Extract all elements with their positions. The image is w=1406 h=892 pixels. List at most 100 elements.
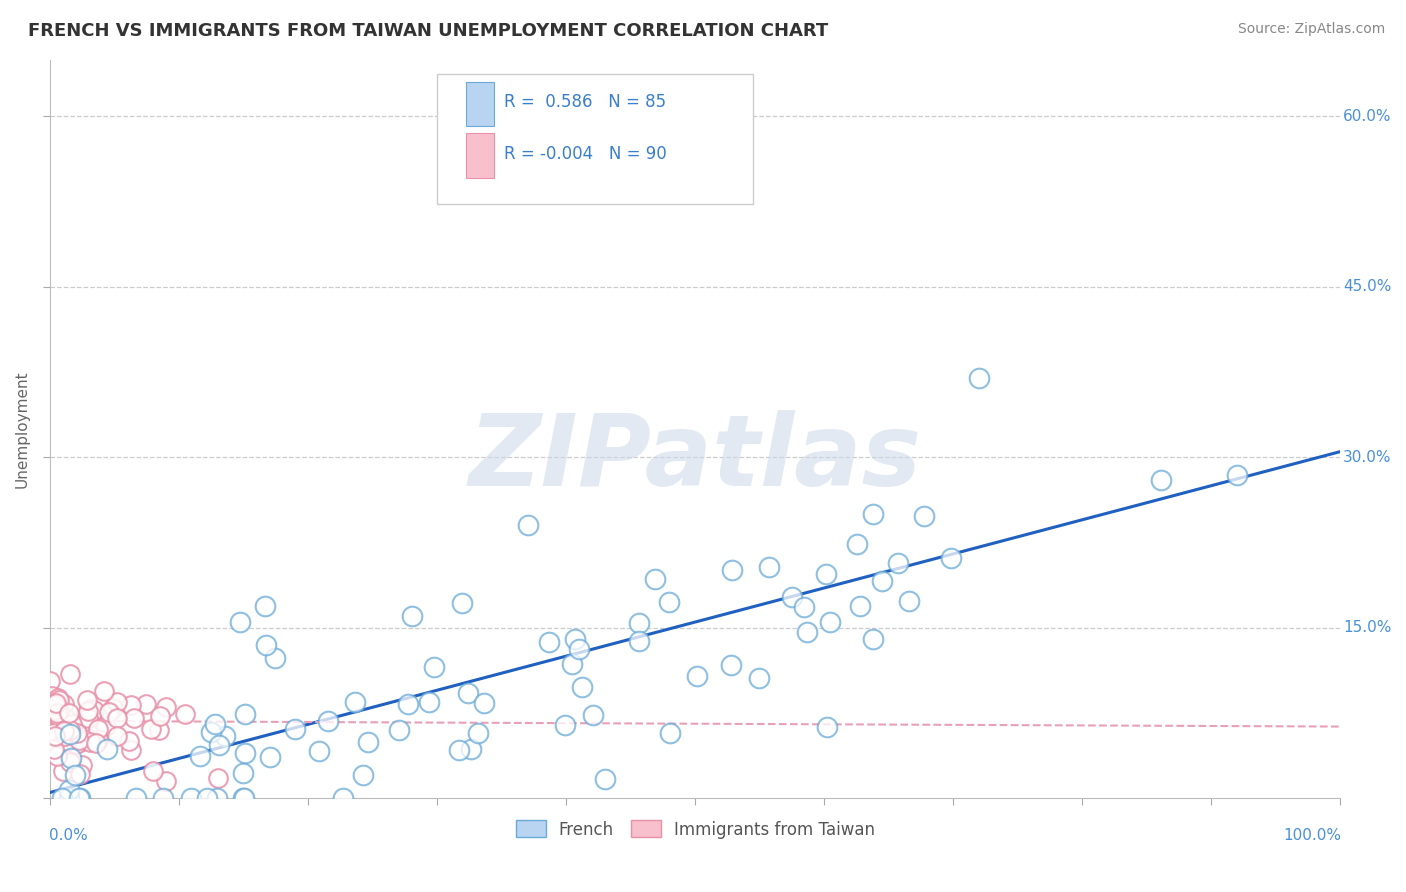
Point bbox=[41, 722, 63, 736]
Point bbox=[142, 764, 165, 779]
Point bbox=[48, 695, 70, 709]
Point bbox=[263, 650, 285, 665]
Point bbox=[174, 707, 197, 722]
Point bbox=[200, 725, 222, 739]
Point bbox=[105, 695, 128, 709]
Point bbox=[967, 370, 990, 384]
Point bbox=[208, 738, 231, 752]
Point bbox=[48, 693, 70, 707]
Point bbox=[401, 608, 423, 623]
Point bbox=[41, 726, 63, 740]
Point bbox=[62, 717, 84, 731]
Point bbox=[87, 722, 110, 736]
Point bbox=[55, 712, 77, 726]
Point bbox=[332, 791, 354, 805]
Point bbox=[44, 698, 66, 712]
Point bbox=[529, 144, 551, 158]
Point bbox=[53, 698, 76, 712]
Point bbox=[39, 706, 62, 720]
Point bbox=[870, 574, 893, 588]
Point bbox=[418, 694, 440, 708]
FancyBboxPatch shape bbox=[437, 74, 754, 203]
Point bbox=[796, 624, 818, 639]
Point bbox=[69, 791, 91, 805]
Point bbox=[815, 566, 838, 581]
Point bbox=[139, 722, 162, 736]
Point bbox=[44, 695, 66, 709]
Point bbox=[48, 731, 70, 745]
Point bbox=[96, 742, 118, 756]
Point bbox=[357, 735, 380, 749]
Point bbox=[658, 595, 681, 609]
Point bbox=[233, 746, 256, 760]
Point bbox=[65, 725, 87, 739]
Point bbox=[39, 731, 62, 746]
Point bbox=[101, 701, 124, 715]
Point bbox=[53, 721, 76, 735]
Point bbox=[232, 791, 254, 805]
Point bbox=[53, 729, 76, 743]
Point bbox=[79, 731, 101, 746]
Point bbox=[125, 791, 148, 805]
Point bbox=[396, 697, 419, 711]
Point bbox=[862, 507, 884, 521]
Point bbox=[41, 689, 63, 703]
Point bbox=[1226, 468, 1249, 483]
Point bbox=[52, 740, 75, 755]
Point bbox=[721, 563, 744, 577]
Point bbox=[912, 508, 935, 523]
Point bbox=[51, 791, 73, 805]
Point bbox=[135, 697, 157, 711]
Point bbox=[76, 693, 98, 707]
Point bbox=[59, 727, 82, 741]
Point bbox=[67, 733, 90, 747]
Point bbox=[59, 756, 82, 770]
Point bbox=[149, 709, 172, 723]
Point bbox=[46, 748, 69, 763]
Point bbox=[748, 671, 770, 685]
Point bbox=[1150, 473, 1173, 487]
Point bbox=[561, 657, 583, 671]
Point bbox=[229, 615, 252, 630]
Point bbox=[72, 723, 94, 738]
Point bbox=[105, 711, 128, 725]
Point bbox=[846, 537, 869, 551]
Point bbox=[41, 731, 63, 745]
Point bbox=[69, 766, 91, 780]
Point bbox=[48, 705, 70, 719]
Point bbox=[793, 600, 815, 615]
Point bbox=[554, 718, 576, 732]
Point bbox=[48, 710, 70, 724]
Point bbox=[66, 731, 89, 746]
Point bbox=[52, 723, 75, 738]
Point bbox=[233, 791, 256, 805]
Point bbox=[447, 743, 470, 757]
Point bbox=[87, 731, 110, 746]
Point bbox=[48, 706, 70, 721]
Point bbox=[388, 723, 411, 737]
Text: 60.0%: 60.0% bbox=[1343, 109, 1392, 124]
Point bbox=[44, 693, 66, 707]
Text: Source: ZipAtlas.com: Source: ZipAtlas.com bbox=[1237, 22, 1385, 37]
Point bbox=[58, 783, 80, 797]
Point bbox=[44, 702, 66, 716]
Point bbox=[56, 733, 79, 747]
Point bbox=[180, 791, 202, 805]
Point bbox=[148, 723, 170, 737]
Point bbox=[571, 680, 593, 694]
Point bbox=[42, 707, 65, 722]
Point bbox=[450, 596, 472, 610]
Point bbox=[122, 711, 145, 725]
Text: ZIPatlas: ZIPatlas bbox=[468, 410, 922, 507]
Point bbox=[152, 791, 174, 805]
Point bbox=[51, 703, 73, 717]
Point bbox=[42, 742, 65, 756]
Point bbox=[259, 749, 281, 764]
Point bbox=[254, 638, 277, 652]
Point bbox=[818, 615, 841, 630]
Point bbox=[343, 694, 366, 708]
Y-axis label: Unemployment: Unemployment bbox=[15, 370, 30, 488]
Point bbox=[941, 551, 963, 566]
Point bbox=[96, 719, 118, 733]
Point bbox=[60, 720, 83, 734]
